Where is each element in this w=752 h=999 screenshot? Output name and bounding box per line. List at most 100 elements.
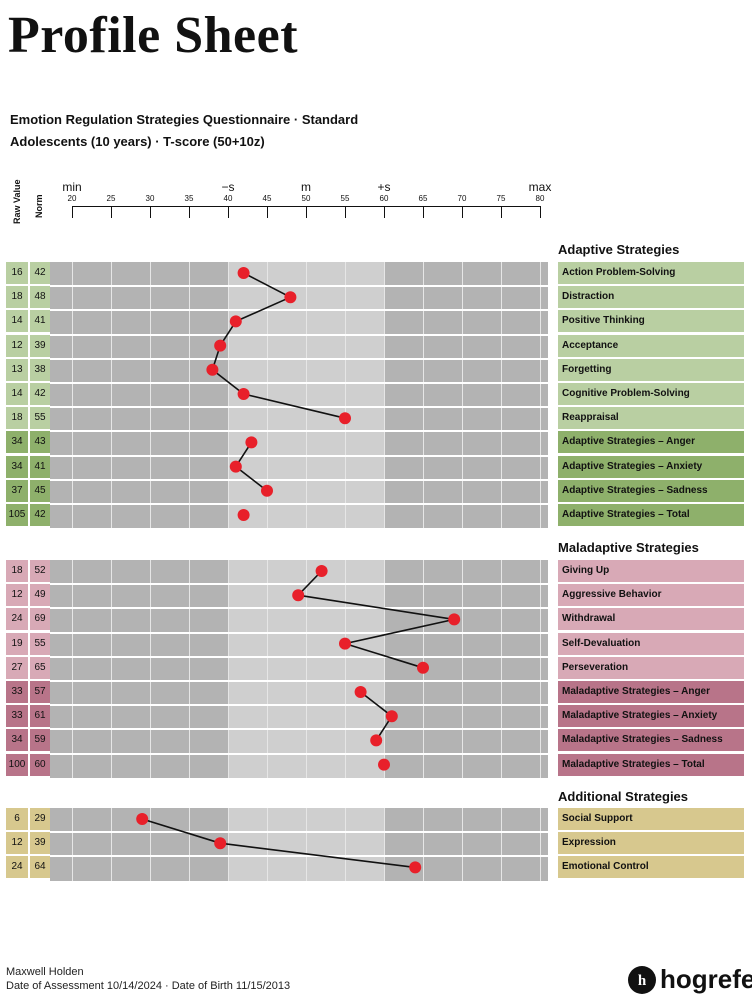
row-divider xyxy=(50,285,548,288)
grid-line xyxy=(540,808,541,881)
raw-value: 34 xyxy=(6,455,28,478)
scale-label: Self-Devaluation xyxy=(558,632,744,655)
norm-value: 42 xyxy=(30,262,50,284)
axis-tick-label: 50 xyxy=(301,194,311,203)
raw-value: 34 xyxy=(6,729,28,752)
scale-label: Adaptive Strategies – Anger xyxy=(558,431,744,454)
grid-line xyxy=(228,262,229,529)
grid-line xyxy=(306,262,307,529)
norm-group: Adolescents (10 years) · T-score (50+10z… xyxy=(10,134,265,149)
axis-tick-label: 65 xyxy=(418,194,428,203)
row-divider xyxy=(50,831,548,834)
score-point xyxy=(237,388,250,400)
scale-label: Perseveration xyxy=(558,656,744,679)
grid-line xyxy=(462,262,463,529)
scale-label: Positive Thinking xyxy=(558,310,744,333)
score-point xyxy=(378,758,390,771)
score-point xyxy=(206,363,219,376)
scale-label: Distraction xyxy=(558,286,744,309)
grid-line xyxy=(150,808,151,881)
axis-tick-label: 20 xyxy=(67,194,77,203)
norm-value: 60 xyxy=(30,753,50,776)
grid-line xyxy=(189,262,190,529)
scale-label: Action Problem-Solving xyxy=(558,262,744,284)
hogrefe-logo-icon: h xyxy=(628,965,656,994)
grid-line xyxy=(267,262,268,529)
score-point xyxy=(339,412,351,425)
grid-line xyxy=(384,262,385,529)
grid-line xyxy=(267,560,268,778)
scale-label: Social Support xyxy=(558,808,744,830)
norm-value: 41 xyxy=(30,455,50,478)
grid-line xyxy=(423,808,424,881)
raw-value: 33 xyxy=(6,705,28,728)
grid-line xyxy=(384,560,385,778)
raw-value: 16 xyxy=(6,262,28,284)
page-title: Profile Sheet xyxy=(8,7,299,64)
norm-value: 39 xyxy=(30,832,50,855)
hogrefe-logo: h hogrefe xyxy=(628,964,752,995)
scale-label: Expression xyxy=(558,832,744,855)
row-divider xyxy=(50,728,548,731)
scale-label: Acceptance xyxy=(558,334,744,357)
row-divider xyxy=(50,855,548,858)
row-divider xyxy=(50,583,548,586)
grid-line xyxy=(384,808,385,881)
grid-line xyxy=(72,808,73,881)
axis-tick-label: 70 xyxy=(457,194,467,203)
scale-label: Giving Up xyxy=(558,560,744,582)
score-point xyxy=(448,613,461,626)
axis-tick-label: 30 xyxy=(145,194,155,203)
score-point xyxy=(385,710,398,723)
hogrefe-logo-text: hogrefe xyxy=(660,964,752,994)
score-point xyxy=(284,291,297,304)
raw-value: 27 xyxy=(6,656,28,679)
score-point xyxy=(292,589,305,602)
axis-tick-label: 25 xyxy=(106,194,116,203)
raw-value: 12 xyxy=(6,584,28,607)
axis-anchor-label: m xyxy=(301,180,311,194)
grid-line xyxy=(423,262,424,529)
raw-value: 13 xyxy=(6,358,28,381)
scale-label: Maladaptive Strategies – Anxiety xyxy=(558,705,744,728)
raw-value: 33 xyxy=(6,681,28,703)
norm-value: 29 xyxy=(30,808,50,830)
axis-tick-label: 55 xyxy=(340,194,350,203)
axis-tick xyxy=(228,206,229,218)
axis-anchor-label: −s xyxy=(221,180,235,194)
grid-line xyxy=(462,560,463,778)
row-divider xyxy=(50,382,548,384)
norm-value: 48 xyxy=(30,286,50,309)
raw-value: 34 xyxy=(6,431,28,454)
score-point xyxy=(237,509,250,521)
row-divider xyxy=(50,752,548,755)
norm-value: 59 xyxy=(30,729,50,752)
raw-value: 105 xyxy=(6,504,28,526)
scale-label: Withdrawal xyxy=(558,608,744,631)
section-title: Additional Strategies xyxy=(558,789,689,804)
grid-line xyxy=(150,560,151,778)
axis-tick xyxy=(501,206,502,218)
row-divider xyxy=(50,357,548,360)
profile-line-segment xyxy=(360,691,393,717)
grid-line xyxy=(111,808,112,881)
score-point xyxy=(409,861,422,874)
raw-value: 12 xyxy=(6,832,28,855)
norm-value: 41 xyxy=(30,310,50,333)
grid-line xyxy=(501,262,502,529)
grid-line xyxy=(111,560,112,778)
grid-line xyxy=(345,262,346,529)
scale-label: Adaptive Strategies – Sadness xyxy=(558,479,744,502)
grid-line xyxy=(345,808,346,881)
scale-label: Maladaptive Strategies – Sadness xyxy=(558,729,744,752)
score-point xyxy=(237,267,250,279)
raw-value: 14 xyxy=(6,383,28,405)
scale-label: Reappraisal xyxy=(558,407,744,430)
profile-line-segment xyxy=(243,393,346,419)
axis-tick xyxy=(111,206,112,218)
grid-line xyxy=(306,808,307,881)
norm-value: 61 xyxy=(30,705,50,728)
score-point xyxy=(214,837,227,850)
score-point xyxy=(136,813,149,825)
axis-tick-label: 45 xyxy=(262,194,272,203)
